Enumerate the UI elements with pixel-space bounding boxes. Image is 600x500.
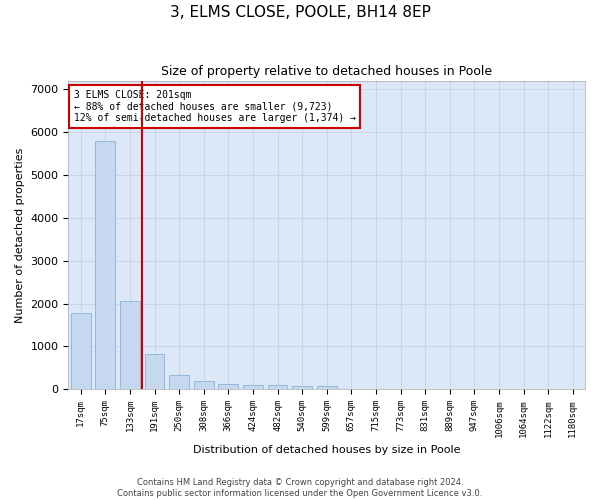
Bar [218,384,238,390]
Bar [120,300,140,390]
Text: 3, ELMS CLOSE, POOLE, BH14 8EP: 3, ELMS CLOSE, POOLE, BH14 8EP [170,5,430,20]
Bar [145,354,164,390]
Bar [194,380,214,390]
Bar [71,313,91,390]
Bar [243,384,263,390]
Y-axis label: Number of detached properties: Number of detached properties [15,147,25,322]
Bar [169,374,189,390]
Bar [292,386,312,390]
X-axis label: Distribution of detached houses by size in Poole: Distribution of detached houses by size … [193,445,460,455]
Bar [268,386,287,390]
Title: Size of property relative to detached houses in Poole: Size of property relative to detached ho… [161,65,492,78]
Bar [317,386,337,390]
Text: 3 ELMS CLOSE: 201sqm
← 88% of detached houses are smaller (9,723)
12% of semi-de: 3 ELMS CLOSE: 201sqm ← 88% of detached h… [74,90,356,123]
Bar [95,142,115,390]
Text: Contains HM Land Registry data © Crown copyright and database right 2024.
Contai: Contains HM Land Registry data © Crown c… [118,478,482,498]
